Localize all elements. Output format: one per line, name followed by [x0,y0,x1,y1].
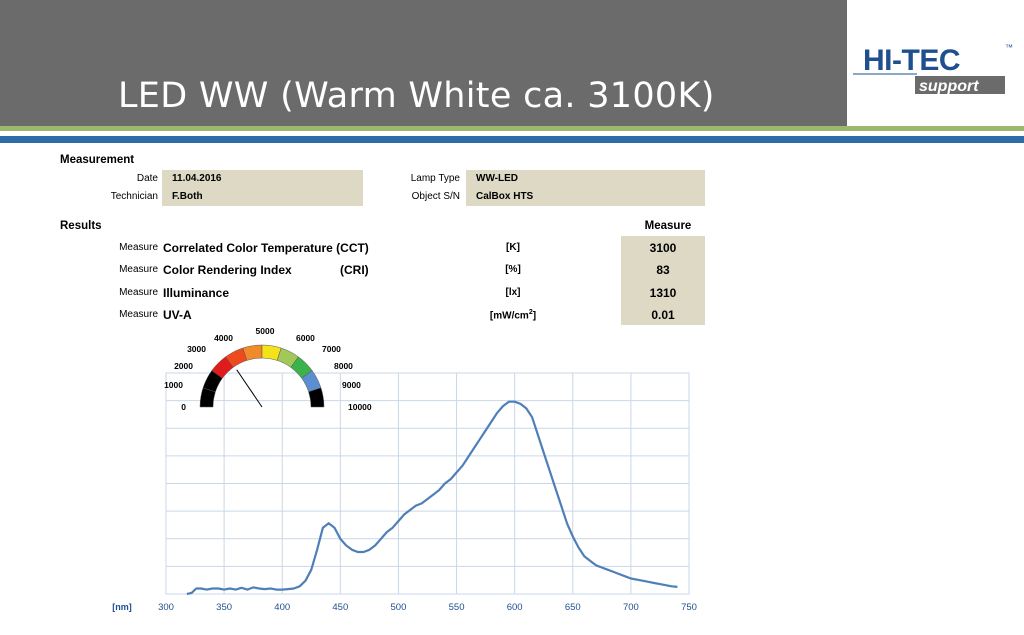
x-tick-label: 550 [449,602,465,613]
result-row-name-illuminance: Illuminance [163,286,230,300]
result-row-prefix: Measure [119,264,158,275]
accent-stripe-gap [0,131,1024,136]
result-row-name-cct: Correlated Color Temperature (CCT) [163,241,369,255]
x-tick-label: 700 [623,602,639,613]
logo-sub: support [919,78,979,95]
x-tick-label: 500 [391,602,407,613]
result-row-prefix: Measure [119,242,158,253]
result-row-name-uva: UV-A [163,308,192,322]
lamp-type-label: Lamp Type [410,173,460,184]
result-row-name-cri: Color Rendering Index [163,263,292,277]
spectrum-line [186,400,678,596]
measurement-heading: Measurement [60,154,135,166]
result-row-prefix: Measure [119,309,158,320]
cct-gauge: 0 1000 2000 3000 4000 5000 6000 7000 8000 9000 100… [164,326,372,412]
uva-unit-close: ] [532,310,537,322]
gauge-tick-label: 5000 [256,326,275,336]
result-row-value-cct: 3100 [649,241,677,255]
date-cell: 11.04.2016 [162,170,363,188]
technician-label: Technician [110,191,158,202]
result-row-value-uva: 0.01 [651,308,675,322]
chart-x-axis-label: [nm] [112,602,132,612]
x-tick-label: 300 [158,602,174,613]
uva-unit-base: [mW/cm [489,310,529,322]
technician-cell: F.Both [162,188,363,206]
chart-series [186,400,678,596]
gauge-tick-label: 9000 [342,380,361,390]
logo-brand: HI-TEC [863,44,960,77]
chart-x-ticks: 300 350 400 450 500 550 600 650 700 750 [158,602,697,613]
result-row-value-illuminance: 1310 [649,286,677,300]
object-sn-label: Object S/N [411,191,460,202]
uva-unit-sup: 2 [528,309,533,316]
result-row-prefix: Measure [119,287,158,298]
accent-stripe-blue [0,136,1024,143]
result-row-value-cri: 83 [656,263,670,277]
result-row-unit-uva: [mW/cm2] [483,309,543,321]
gauge-tick-label: 2000 [174,361,193,371]
x-tick-label: 400 [274,602,290,613]
gauge-tick-label: 0 [181,402,186,412]
x-tick-label: 750 [681,602,697,613]
object-sn-cell: CalBox HTS [466,188,705,206]
result-row-unit-illuminance: [lx] [505,287,521,298]
gauge-tick-label: 4000 [214,333,233,343]
result-row-unit-cri: [%] [505,264,521,275]
gauge-needle [236,369,263,408]
technician-value: F.Both [172,191,203,202]
x-tick-label: 350 [216,602,232,613]
gauge-tick-label: 3000 [187,344,206,354]
result-row-abbr-cri: (CRI) [340,263,369,277]
measure-value-column [621,236,705,325]
measure-column-heading: Measure [644,220,692,232]
gauge-segment [308,387,325,408]
logo-graphic: HI-TEC ™ support [853,43,1013,95]
date-value: 11.04.2016 [172,173,222,184]
x-tick-label: 450 [332,602,348,613]
gauge-tick-label: 1000 [164,380,183,390]
accent-stripe-green [0,126,1024,131]
hi-tec-logo: HI-TEC ™ support [847,0,1024,126]
chart-grid [165,372,690,595]
results-heading: Results [60,220,102,232]
logo-sub-band [915,76,1005,94]
x-tick-label: 600 [507,602,523,613]
lamp-type-cell: WW-LED [466,170,705,188]
object-sn-value: CalBox HTS [476,191,534,202]
gauge-tick-label: 10000 [348,402,372,412]
gauge-tick-label: 8000 [334,361,353,371]
date-label: Date [136,173,158,184]
gauge-tick-label: 7000 [322,344,341,354]
result-row-unit-cct: [K] [506,242,520,253]
slide-title: LED WW (Warm White ca. 3100K) [118,76,715,116]
logo-tm: ™ [1005,43,1013,52]
x-tick-label: 650 [565,602,581,613]
lamp-type-value: WW-LED [476,173,519,184]
gauge-tick-label: 6000 [296,333,315,343]
title-banner [0,0,847,126]
